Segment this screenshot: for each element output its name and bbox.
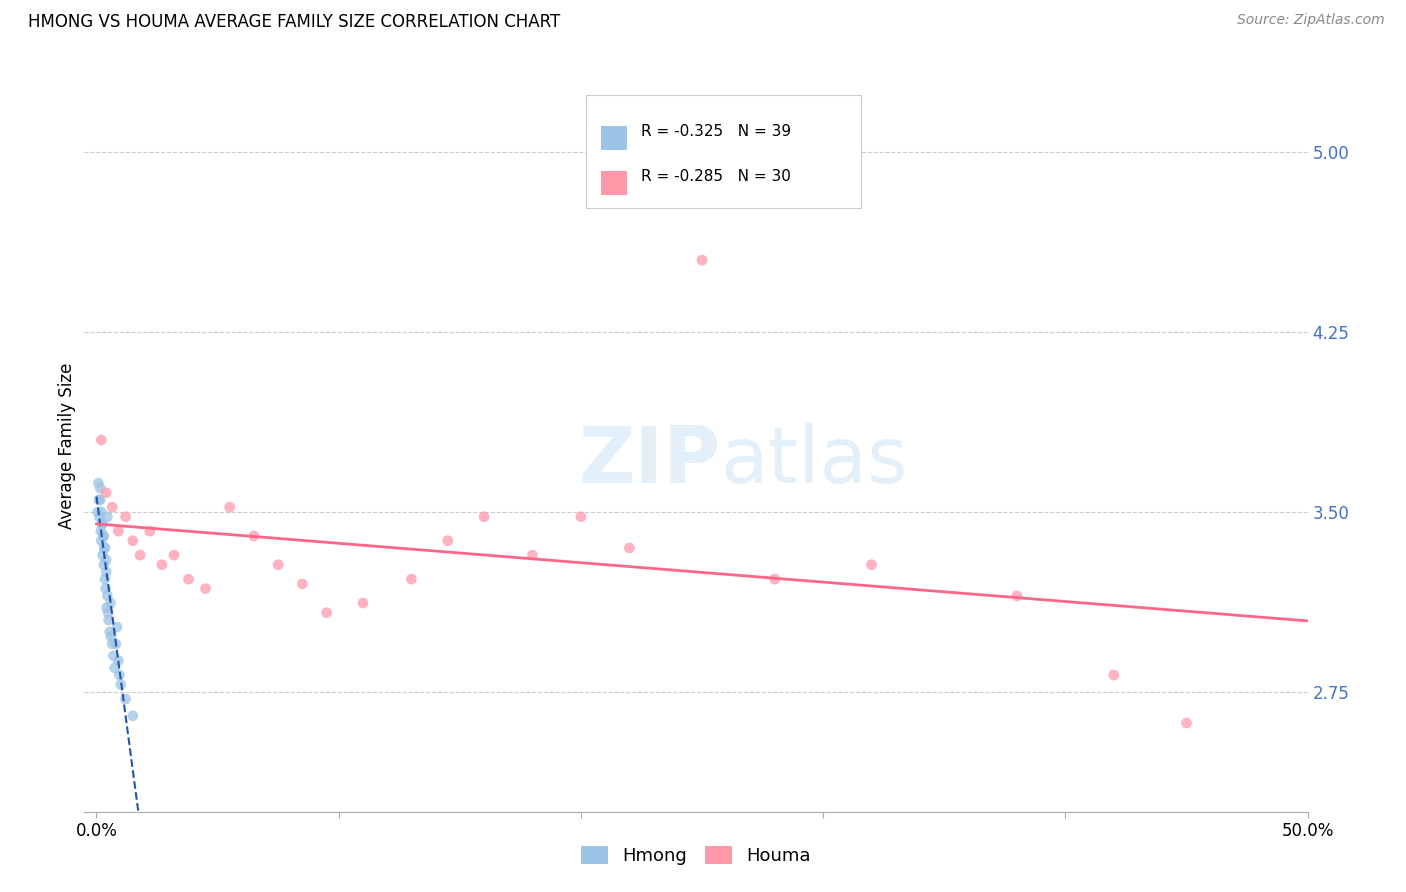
Point	[177, 572, 200, 586]
Point	[101, 637, 124, 651]
Point	[91, 548, 114, 562]
Point	[1175, 716, 1198, 731]
Point	[103, 648, 125, 663]
Point	[121, 708, 143, 723]
Text: R = -0.325   N = 39: R = -0.325 N = 39	[641, 124, 792, 139]
Point	[108, 668, 131, 682]
Text: ZIP: ZIP	[578, 423, 720, 499]
Point	[401, 572, 423, 586]
FancyBboxPatch shape	[600, 126, 627, 150]
Point	[89, 509, 111, 524]
Point	[90, 433, 112, 447]
Point	[104, 637, 127, 651]
Point	[243, 529, 266, 543]
Text: Source: ZipAtlas.com: Source: ZipAtlas.com	[1237, 13, 1385, 28]
Point	[86, 505, 108, 519]
Point	[93, 529, 115, 543]
Text: R = -0.285   N = 30: R = -0.285 N = 30	[641, 169, 790, 185]
Point	[96, 553, 118, 567]
Point	[267, 558, 290, 572]
Point	[194, 582, 217, 596]
Point	[104, 661, 127, 675]
Point	[90, 516, 112, 531]
Point	[96, 600, 118, 615]
Point	[89, 492, 111, 507]
Point	[150, 558, 173, 572]
Point	[107, 654, 129, 668]
Point	[107, 524, 129, 538]
Point	[105, 620, 128, 634]
Point	[96, 565, 118, 579]
Point	[139, 524, 162, 538]
Point	[101, 500, 124, 515]
Point	[436, 533, 458, 548]
Point	[98, 624, 121, 639]
Legend: Hmong, Houma: Hmong, Houma	[574, 838, 818, 872]
Point	[91, 529, 114, 543]
Point	[97, 606, 120, 620]
Point	[94, 541, 117, 555]
Text: atlas: atlas	[720, 423, 908, 499]
Point	[569, 509, 592, 524]
Point	[472, 509, 495, 524]
Point	[100, 596, 122, 610]
Point	[96, 589, 118, 603]
Point	[90, 533, 112, 548]
Point	[96, 485, 118, 500]
Point	[87, 492, 110, 507]
Point	[1102, 668, 1125, 682]
Point	[94, 572, 117, 586]
Point	[619, 541, 641, 555]
Point	[690, 253, 713, 268]
Point	[90, 524, 112, 538]
Point	[218, 500, 240, 515]
FancyBboxPatch shape	[600, 171, 627, 195]
Point	[93, 541, 115, 555]
Point	[121, 533, 143, 548]
Point	[163, 548, 186, 562]
Point	[110, 678, 132, 692]
Point	[96, 509, 118, 524]
Point	[860, 558, 883, 572]
Point	[90, 505, 112, 519]
Point	[94, 582, 117, 596]
Point	[1005, 589, 1028, 603]
Point	[114, 692, 136, 706]
Point	[315, 606, 337, 620]
Point	[522, 548, 544, 562]
Point	[352, 596, 374, 610]
Text: HMONG VS HOUMA AVERAGE FAMILY SIZE CORRELATION CHART: HMONG VS HOUMA AVERAGE FAMILY SIZE CORRE…	[28, 13, 561, 31]
Point	[291, 577, 314, 591]
FancyBboxPatch shape	[586, 95, 860, 209]
Point	[97, 613, 120, 627]
Point	[763, 572, 786, 586]
Point	[114, 509, 136, 524]
Point	[89, 481, 111, 495]
Point	[93, 558, 115, 572]
Point	[87, 476, 110, 491]
Point	[91, 516, 114, 531]
Point	[129, 548, 152, 562]
Point	[100, 630, 122, 644]
Y-axis label: Average Family Size: Average Family Size	[58, 363, 76, 529]
